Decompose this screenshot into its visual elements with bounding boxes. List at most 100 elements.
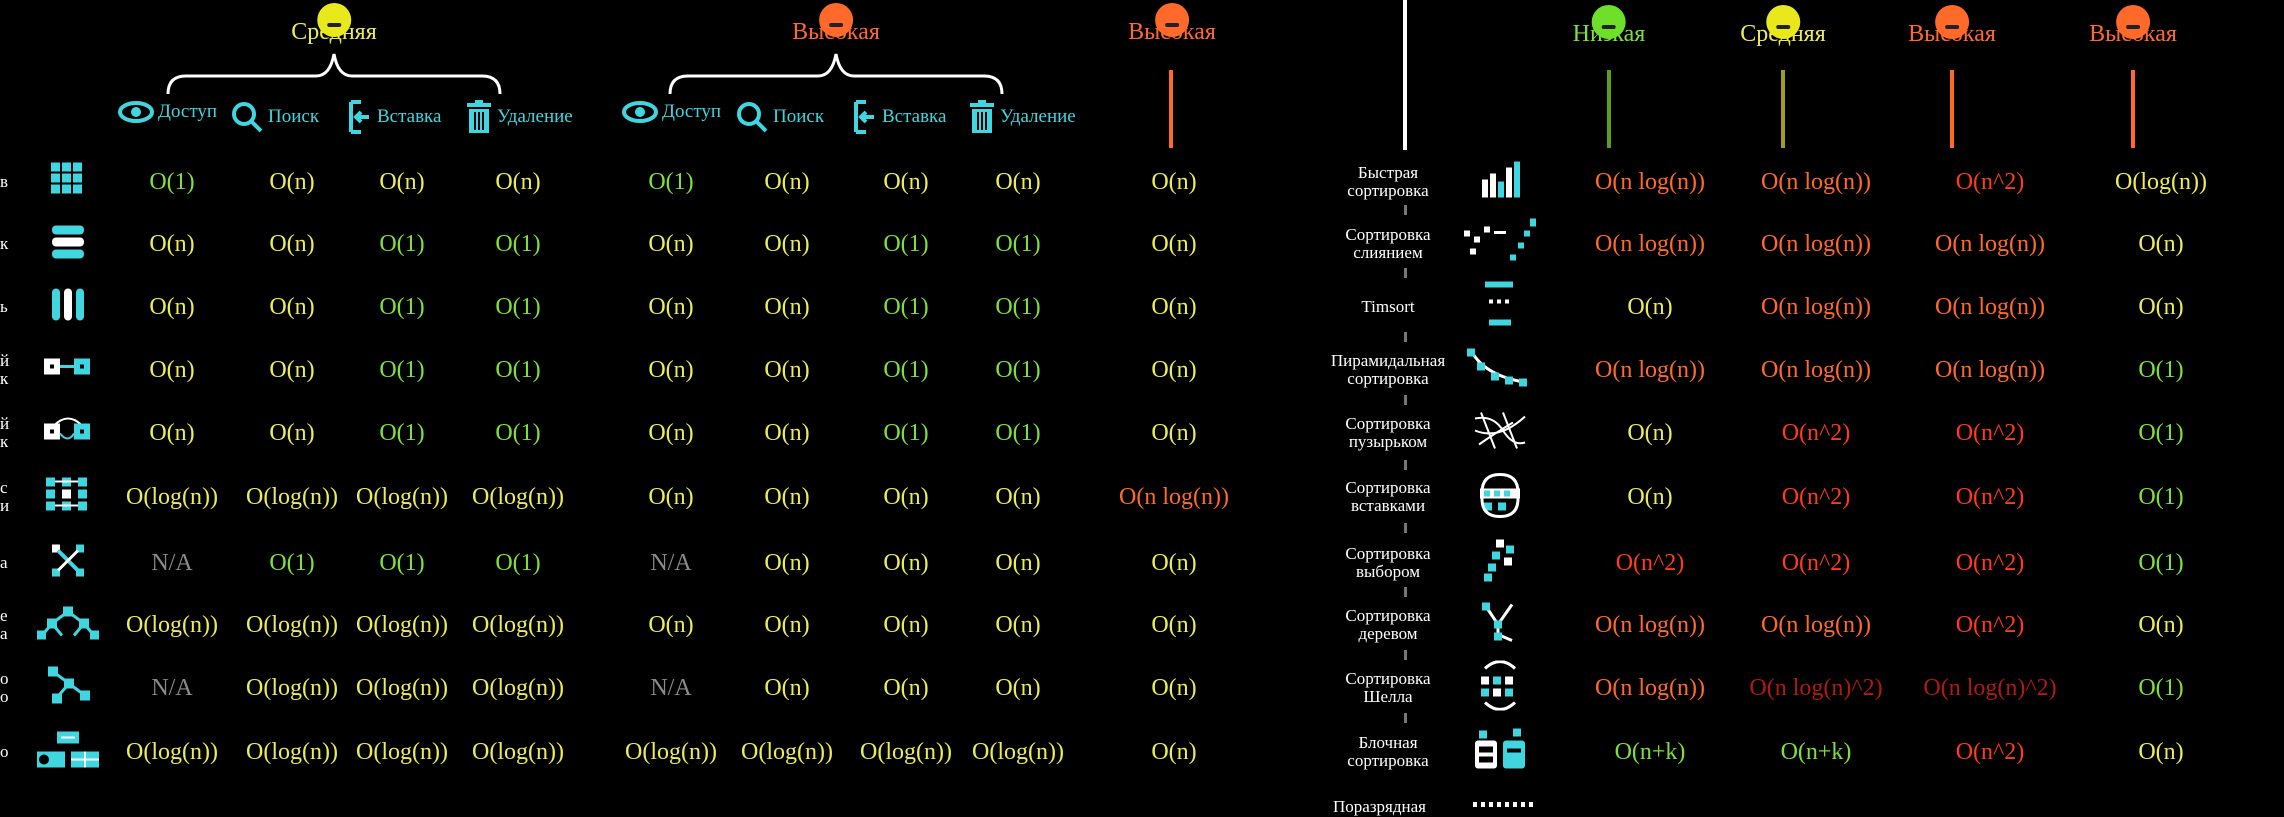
group-header-space: Высокая — [1128, 3, 1216, 44]
complexity-cell: O(n) — [648, 484, 694, 510]
complexity-cell: O(n) — [995, 484, 1041, 510]
complexity-cell: O(log(n)) — [625, 739, 717, 765]
complexity-cell: O(n) — [764, 231, 810, 257]
complexity-cell: O(1) — [495, 550, 541, 576]
sort-complexity-cell: O(n log(n)) — [1595, 675, 1705, 701]
complexity-cell: O(1) — [995, 357, 1041, 383]
complexity-cell: O(n) — [764, 169, 810, 195]
sort-row-label: Сортировка слиянием — [1345, 225, 1431, 262]
complexity-cell: O(log(n)) — [472, 612, 564, 638]
complexity-cell: O(n) — [269, 420, 315, 446]
complexity-cell: O(n) — [1151, 739, 1197, 765]
complexity-cell: O(n) — [269, 294, 315, 320]
sort-complexity-cell: O(n+k) — [1780, 739, 1852, 765]
sort-complexity-cell: O(n log(n)^2) — [1749, 675, 1883, 701]
complexity-cell: O(1) — [495, 420, 541, 446]
doubly-linked-list-icon — [42, 416, 94, 451]
row-separator — [1404, 650, 1407, 660]
op-header-0: Доступ — [118, 100, 217, 124]
cartesian-tree-icon — [43, 666, 93, 711]
complexity-cell: O(n) — [648, 420, 694, 446]
complexity-cell: N/A — [151, 675, 193, 701]
skip-list-icon — [44, 476, 92, 519]
shellsort-icon — [1475, 660, 1525, 716]
complexity-cell: O(n) — [269, 169, 315, 195]
complexity-cell: N/A — [650, 675, 692, 701]
complexity-cell: O(n) — [764, 357, 810, 383]
op-header-label: Поиск — [773, 106, 825, 127]
sort-complexity-cell: O(n^2) — [1955, 420, 2025, 446]
sort-header-1: Средняя — [1740, 5, 1826, 46]
row-separator — [1404, 268, 1407, 278]
op-header-label: Доступ — [158, 101, 218, 122]
complexity-cell: O(log(n)) — [472, 739, 564, 765]
sort-complexity-cell: O(n log(n)) — [1595, 612, 1705, 638]
average-brace — [166, 53, 502, 95]
bubblesort-icon — [1473, 411, 1527, 456]
average-face-icon — [316, 3, 351, 37]
complexity-cell: O(n) — [269, 357, 315, 383]
sort-complexity-cell: O(n^2) — [1781, 484, 1851, 510]
complexity-cell: O(n) — [995, 612, 1041, 638]
complexity-cell: O(n) — [379, 169, 425, 195]
row-separator — [1404, 460, 1407, 470]
complexity-cell: O(n) — [495, 169, 541, 195]
sort-complexity-cell: O(n^2) — [1955, 484, 2025, 510]
left-row-label: й к — [0, 351, 10, 388]
left-row-label: к — [0, 234, 9, 254]
complexity-cell: O(log(n)) — [356, 484, 448, 510]
face-icon — [1592, 5, 1626, 39]
face-icon — [2116, 5, 2150, 39]
row-separator — [1404, 395, 1407, 405]
complexity-cell: O(1) — [883, 231, 929, 257]
complexity-cell: O(log(n)) — [246, 612, 338, 638]
quicksort-icon — [1480, 160, 1520, 205]
complexity-cell: O(n) — [648, 612, 694, 638]
complexity-cell: O(n) — [883, 169, 929, 195]
sort-complexity-cell: O(n log(n)) — [1761, 231, 1871, 257]
eye-icon — [118, 100, 154, 124]
complexity-cell: O(1) — [883, 357, 929, 383]
complexity-cell: O(n) — [764, 484, 810, 510]
sort-complexity-cell: O(1) — [2138, 484, 2184, 510]
complexity-cell: O(n) — [764, 294, 810, 320]
insert-icon — [347, 100, 373, 134]
eye-icon — [622, 100, 658, 124]
complexity-cell: O(n) — [995, 169, 1041, 195]
complexity-cell: O(1) — [995, 420, 1041, 446]
complexity-cell: O(n) — [1151, 550, 1197, 576]
complexity-cell: O(1) — [149, 169, 195, 195]
trash-icon — [465, 100, 493, 134]
sort-complexity-cell: O(1) — [2138, 675, 2184, 701]
complexity-cell: O(n) — [995, 550, 1041, 576]
complexity-cell: O(log(n)) — [972, 739, 1064, 765]
complexity-cell: O(n) — [648, 231, 694, 257]
complexity-cell: O(n) — [149, 294, 195, 320]
sort-complexity-cell: O(n^2) — [1615, 550, 1685, 576]
face-icon — [1765, 5, 1800, 39]
left-row-label: в — [0, 172, 9, 192]
heapsort-icon — [1465, 347, 1535, 394]
left-row-label: о — [0, 742, 9, 762]
sort-complexity-cell: O(n) — [2138, 231, 2184, 257]
row-separator — [1404, 332, 1407, 342]
complexity-cell: O(n) — [149, 420, 195, 446]
space-face-icon — [1155, 3, 1189, 37]
complexity-cell: O(log(n)) — [472, 675, 564, 701]
row-separator — [1404, 713, 1407, 723]
complexity-cell: O(n) — [149, 231, 195, 257]
complexity-cell: O(n) — [1151, 294, 1197, 320]
sort-complexity-cell: O(n^2) — [1955, 169, 2025, 195]
op-header-7: Удаление — [968, 100, 1076, 134]
sort-header-bar — [1950, 70, 1954, 148]
left-row-label: ь — [0, 297, 8, 317]
complexity-cell: O(log(n)) — [246, 675, 338, 701]
complexity-cell: O(n) — [883, 612, 929, 638]
complexity-cell: O(n) — [1151, 357, 1197, 383]
complexity-cell: O(n) — [764, 675, 810, 701]
complexity-cell: O(1) — [379, 420, 425, 446]
sort-row-label: Сортировка выбором — [1345, 544, 1431, 581]
sort-header-2: Высокая — [1908, 5, 1996, 46]
bucketsort-icon — [1473, 727, 1527, 778]
sort-row-label: Сортировка вставками — [1345, 478, 1431, 515]
